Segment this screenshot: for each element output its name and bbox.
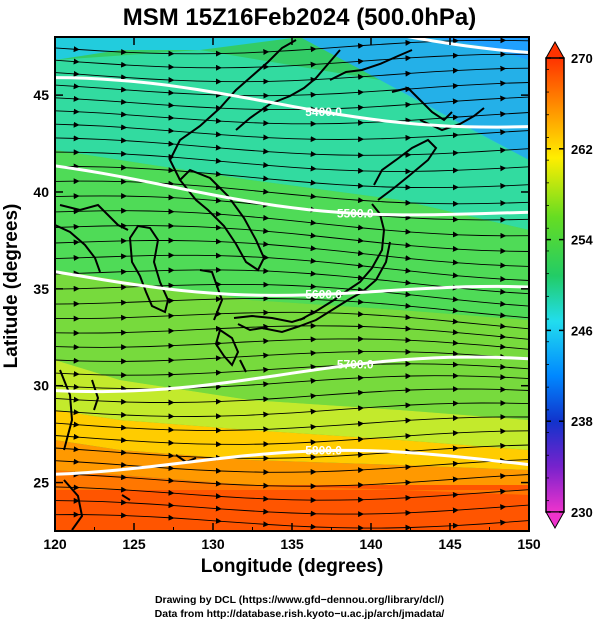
streamline xyxy=(55,486,529,501)
y-axis: 25 30 35 40 45 xyxy=(33,87,529,491)
streamline xyxy=(55,388,529,403)
colorbar-tick-label: 262 xyxy=(571,142,593,157)
streamline xyxy=(55,338,529,350)
y-axis-label: Latitude (degrees) xyxy=(1,203,22,369)
drawing-credit: Drawing by DCL (https://www.gfd−dennou.o… xyxy=(154,594,445,606)
colorbar-tick-label: 230 xyxy=(571,505,593,520)
streamline xyxy=(55,375,529,390)
streamline xyxy=(55,351,529,362)
streamline xyxy=(55,363,529,376)
x-tick-label: 150 xyxy=(517,536,541,552)
x-axis-label: Longitude (degrees) xyxy=(200,556,384,577)
streamline xyxy=(55,283,529,307)
colorbar-bar xyxy=(545,57,565,513)
colorbar: 270 262 254 246 238 230 xyxy=(545,40,593,530)
colorbar-top-triangle xyxy=(545,40,565,59)
streamline xyxy=(55,151,529,172)
map-title: MSM 15Z16Feb2024 (500.0hPa) xyxy=(122,4,477,31)
streamline xyxy=(55,67,529,83)
streamline xyxy=(55,459,529,473)
colorbar-tick-label: 246 xyxy=(571,323,593,338)
height-contour-line xyxy=(55,76,529,129)
height-contour-line xyxy=(55,270,529,297)
streamline xyxy=(55,166,529,189)
streamline xyxy=(55,110,529,125)
streamline xyxy=(55,500,529,515)
contour-label: 5300.0 xyxy=(337,20,374,34)
x-tick-label: 130 xyxy=(201,536,225,552)
x-tick-label: 135 xyxy=(280,536,304,552)
streamline xyxy=(55,240,529,267)
colorbar-bottom-triangle xyxy=(545,511,565,530)
height-contour-line xyxy=(55,355,529,394)
x-tick-label: 140 xyxy=(359,536,383,552)
streamline xyxy=(55,430,529,445)
x-axis: 120 125 130 135 140 145 150 xyxy=(43,37,541,552)
streamline xyxy=(55,311,529,330)
streamline xyxy=(55,123,529,140)
streamline xyxy=(55,137,529,156)
temperature-field xyxy=(55,37,529,531)
streamline xyxy=(55,254,529,281)
y-tick-label: 40 xyxy=(33,184,49,200)
streamline xyxy=(55,180,529,205)
x-tick-label: 120 xyxy=(43,536,67,552)
x-tick-label: 125 xyxy=(122,536,146,552)
streamline xyxy=(55,402,529,417)
streamline xyxy=(55,473,529,487)
colorbar-tick-label: 254 xyxy=(571,233,593,248)
streamline xyxy=(55,444,529,459)
data-credit: Data from http://database.rish.kyoto−u.a… xyxy=(154,608,445,620)
contour-label: 5400.0 xyxy=(305,105,342,119)
y-tick-label: 45 xyxy=(33,87,49,103)
y-tick-label: 35 xyxy=(33,281,49,297)
contour-label: 5500.0 xyxy=(337,206,374,220)
colorbar-tick-label: 270 xyxy=(571,51,593,66)
height-contours: 5300.0 5400.0 5500.0 5600.0 5700.0 5800.0 xyxy=(55,20,529,476)
streamline xyxy=(55,416,529,431)
y-tick-label: 25 xyxy=(33,475,49,491)
colorbar-ticks: 270 262 254 246 238 230 xyxy=(546,51,593,520)
height-contour-line xyxy=(55,164,529,217)
contour-label: 5800.0 xyxy=(305,444,342,458)
streamline xyxy=(55,225,529,252)
y-tick-label: 30 xyxy=(33,378,49,394)
wind-streamlines xyxy=(55,37,529,531)
contour-label: 5600.0 xyxy=(305,287,342,301)
contour-label: 5700.0 xyxy=(337,358,374,372)
streamline xyxy=(55,96,529,111)
streamline xyxy=(55,298,529,319)
streamline xyxy=(55,325,529,340)
height-contour-line xyxy=(55,448,529,476)
x-tick-label: 145 xyxy=(438,536,462,552)
colorbar-tick-label: 238 xyxy=(571,414,593,429)
streamline xyxy=(55,210,529,237)
streamline xyxy=(55,53,529,69)
